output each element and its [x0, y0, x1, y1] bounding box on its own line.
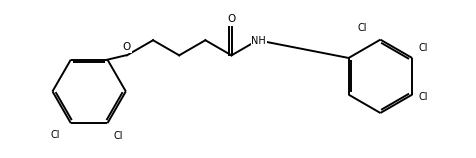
Text: Cl: Cl: [358, 23, 367, 33]
Text: O: O: [123, 42, 131, 52]
Text: Cl: Cl: [50, 130, 60, 140]
Text: Cl: Cl: [114, 131, 123, 141]
Text: Cl: Cl: [418, 43, 428, 53]
Text: NH: NH: [251, 36, 266, 46]
Text: O: O: [228, 14, 236, 24]
Text: Cl: Cl: [418, 92, 428, 102]
